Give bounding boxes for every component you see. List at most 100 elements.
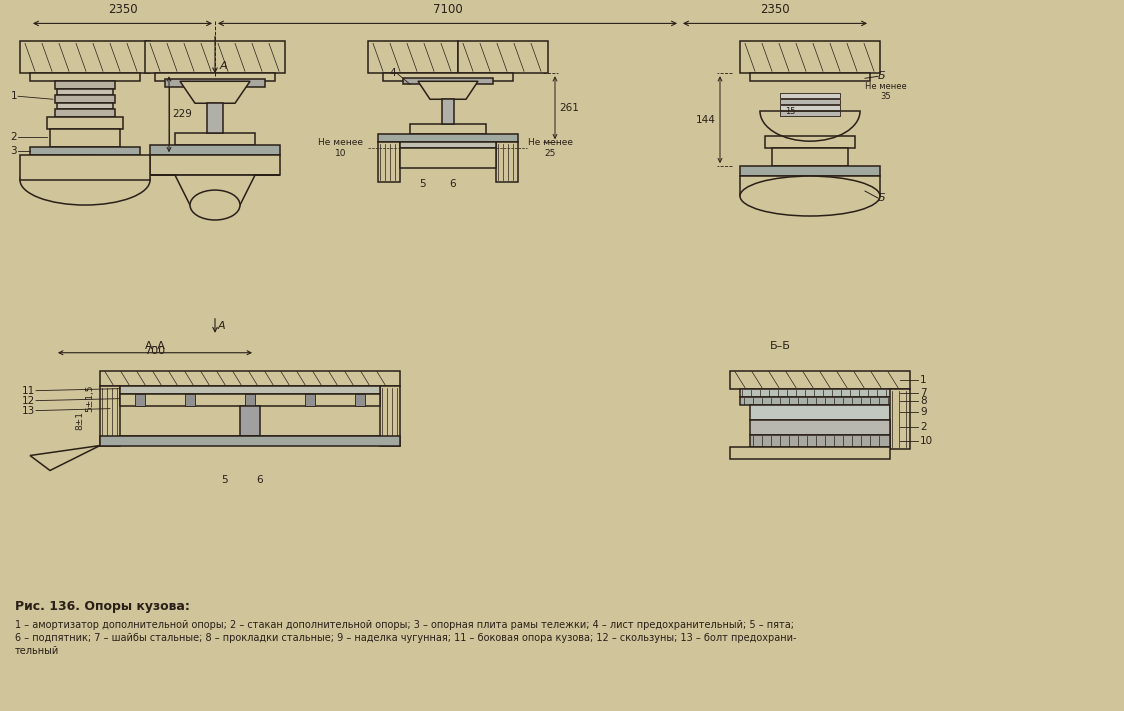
Bar <box>400 142 496 148</box>
Bar <box>55 109 115 117</box>
Bar <box>245 394 255 405</box>
Ellipse shape <box>20 155 149 205</box>
Bar <box>57 103 114 109</box>
Bar <box>149 145 280 155</box>
Text: 5: 5 <box>221 476 228 486</box>
Text: 13: 13 <box>21 405 35 416</box>
Bar <box>20 155 149 180</box>
Text: 1: 1 <box>10 91 17 101</box>
Bar <box>55 95 115 103</box>
Text: 8±1: 8±1 <box>75 411 84 430</box>
Bar <box>740 389 900 397</box>
Text: Не менее
25: Не менее 25 <box>528 139 573 158</box>
Text: Рис. 136. Опоры кузова:: Рис. 136. Опоры кузова: <box>15 600 190 613</box>
Text: 2: 2 <box>10 132 17 142</box>
Text: 229: 229 <box>172 109 192 119</box>
Text: 261: 261 <box>559 102 579 113</box>
Polygon shape <box>30 446 100 471</box>
Bar <box>47 117 123 129</box>
Bar <box>175 133 255 145</box>
Bar <box>378 142 400 182</box>
Bar <box>750 73 870 81</box>
Text: 8: 8 <box>921 395 926 406</box>
Bar <box>155 73 275 81</box>
Text: 3: 3 <box>10 146 17 156</box>
Bar <box>368 41 457 73</box>
Bar <box>780 100 840 105</box>
Bar <box>457 41 549 73</box>
Text: 11: 11 <box>21 385 35 395</box>
Bar <box>383 73 513 81</box>
Bar <box>185 394 194 405</box>
Text: 144: 144 <box>696 114 716 124</box>
Bar <box>100 436 400 446</box>
Bar <box>750 419 890 434</box>
Bar <box>57 90 114 95</box>
Text: Не менее
35: Не менее 35 <box>865 82 907 101</box>
Text: 9: 9 <box>921 407 926 417</box>
Bar <box>149 155 280 175</box>
Bar <box>378 134 518 142</box>
Bar <box>890 389 910 449</box>
Text: 10: 10 <box>921 436 933 446</box>
Text: 5±1,5: 5±1,5 <box>85 385 94 412</box>
Text: 12: 12 <box>21 395 35 406</box>
Bar <box>30 73 140 81</box>
Text: Не менее
10: Не менее 10 <box>318 139 363 158</box>
Text: 5: 5 <box>419 179 426 189</box>
Bar <box>400 148 496 168</box>
Bar <box>120 385 380 394</box>
Bar <box>380 385 400 446</box>
Text: 1 – амортизатор дополнительной опоры; 2 – стакан дополнительной опоры; 3 – опорн: 1 – амортизатор дополнительной опоры; 2 … <box>15 620 794 630</box>
Text: 4: 4 <box>389 68 396 78</box>
Bar <box>780 105 840 110</box>
Bar <box>780 111 840 116</box>
Polygon shape <box>180 81 250 103</box>
Bar <box>740 166 880 176</box>
Polygon shape <box>418 81 478 100</box>
Bar <box>20 41 149 73</box>
Bar <box>780 93 840 98</box>
Text: 2350: 2350 <box>760 4 790 16</box>
Bar <box>241 405 260 436</box>
Bar <box>404 78 493 85</box>
Text: 2: 2 <box>921 422 926 432</box>
Text: 6 – подпятник; 7 – шайбы стальные; 8 – прокладки стальные; 9 – наделка чугунная;: 6 – подпятник; 7 – шайбы стальные; 8 – п… <box>15 634 797 643</box>
Text: Б: Б <box>878 193 886 203</box>
Text: 1: 1 <box>921 375 926 385</box>
Bar <box>772 148 847 166</box>
Bar <box>100 370 400 385</box>
Text: 15: 15 <box>785 107 796 116</box>
Bar <box>207 103 223 133</box>
Bar <box>30 147 140 155</box>
Bar <box>410 124 486 134</box>
Bar <box>740 176 880 196</box>
Bar <box>765 137 855 148</box>
Bar <box>135 394 145 405</box>
Text: тельный: тельный <box>15 646 60 656</box>
Polygon shape <box>149 175 280 205</box>
Bar <box>729 370 910 389</box>
Bar <box>442 100 454 124</box>
Bar <box>145 41 285 73</box>
Bar <box>740 397 900 405</box>
Bar <box>55 81 115 90</box>
Bar <box>165 80 265 87</box>
Bar <box>49 129 120 147</box>
Text: А–А: А–А <box>145 341 165 351</box>
Bar <box>305 394 315 405</box>
Bar <box>496 142 518 182</box>
Text: 7100: 7100 <box>433 4 462 16</box>
Bar <box>740 41 880 73</box>
Text: 6: 6 <box>256 476 263 486</box>
Text: 6: 6 <box>450 179 456 189</box>
Bar <box>729 447 890 459</box>
Text: А: А <box>220 61 228 71</box>
Bar <box>100 385 120 446</box>
Text: Б: Б <box>878 71 886 81</box>
Text: Б–Б: Б–Б <box>770 341 790 351</box>
Text: 700: 700 <box>145 346 165 356</box>
Text: А: А <box>218 321 226 331</box>
Text: 7: 7 <box>921 387 926 397</box>
Bar <box>355 394 365 405</box>
